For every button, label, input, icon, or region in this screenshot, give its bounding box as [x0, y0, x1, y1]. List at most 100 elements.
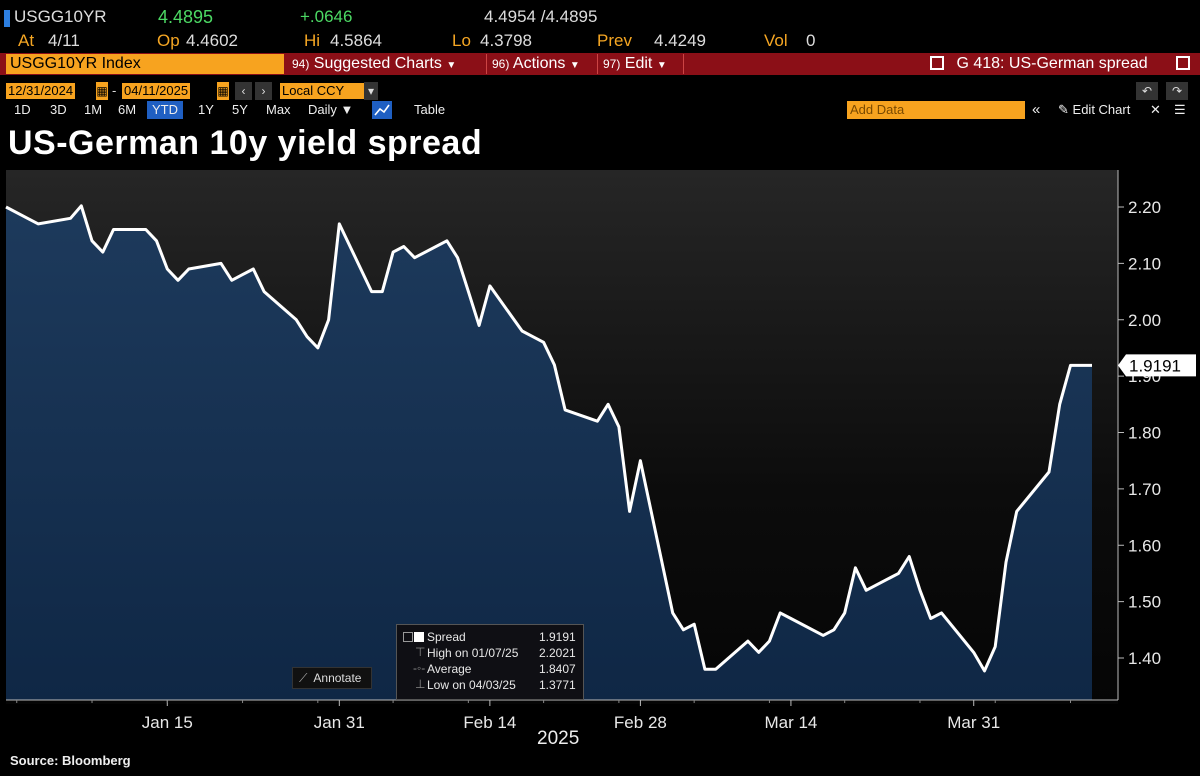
low-marker-icon: ⊥: [415, 677, 426, 691]
high-value: 4.5864: [330, 31, 382, 50]
y-tick-label: 1.80: [1128, 424, 1161, 443]
low-value: 1.3771: [539, 678, 576, 692]
menu-label: Suggested Charts: [313, 55, 442, 72]
last-value-badge: 1.9191: [1118, 354, 1196, 377]
caret-down-icon: ▼: [569, 60, 580, 71]
x-tick-label: Mar 31: [947, 713, 1000, 732]
range-button-6m[interactable]: 6M: [118, 102, 137, 117]
frequency-select[interactable]: Daily ▼: [308, 102, 354, 117]
low-value: 4.3798: [480, 31, 532, 50]
edit-chart-button[interactable]: ✎ Edit Chart: [1058, 101, 1130, 119]
series-tooltip: Spread 1.9191 ⊤ High on 01/07/25 2.2021 …: [396, 624, 584, 700]
y-tick-label: 1.50: [1128, 593, 1161, 612]
add-data-input[interactable]: Add Data: [847, 101, 1025, 119]
calendar-icon[interactable]: ▦: [96, 82, 108, 100]
calendar-icon[interactable]: ▦: [217, 82, 229, 100]
suggested-charts-menu[interactable]: 94) Suggested Charts ▼: [292, 54, 456, 74]
vol-value: 0: [806, 31, 816, 50]
y-tick-label: 2.20: [1128, 198, 1161, 217]
x-tick-label: Jan 31: [314, 713, 365, 732]
last-price: 4.4895: [158, 7, 214, 27]
close-icon[interactable]: ✕: [1150, 102, 1161, 117]
pencil-icon: ⟋: [299, 671, 308, 685]
range-button-5y[interactable]: 5Y: [232, 102, 248, 117]
line-chart-icon: [374, 104, 390, 116]
range-button-1m[interactable]: 1M: [84, 102, 103, 117]
line-chart-icon[interactable]: [372, 101, 392, 119]
collapse-toggle-icon[interactable]: [403, 632, 413, 642]
date-dash: -: [112, 83, 117, 98]
menu-label: Actions: [512, 55, 566, 72]
low-label: Low on 04/03/25: [427, 678, 516, 692]
annotate-button[interactable]: ⟋ Annotate: [292, 667, 372, 689]
next-period-button[interactable]: ›: [255, 82, 272, 100]
caret-down-icon: ▼: [656, 60, 667, 71]
high-label: High on 01/07/25: [427, 646, 519, 660]
menu-divider: [597, 54, 598, 74]
at-value: 4/11: [48, 31, 80, 50]
menu-number: 96): [492, 57, 510, 71]
function-link[interactable]: G 418: US-German spread: [930, 54, 1148, 74]
average-label: Average: [427, 662, 472, 676]
fullscreen-icon[interactable]: [1176, 56, 1190, 70]
end-date-field[interactable]: 04/11/2025: [122, 83, 191, 99]
y-tick-label: 2.00: [1128, 311, 1161, 330]
table-button[interactable]: Table: [414, 102, 446, 117]
net-change: +.0646: [300, 7, 353, 26]
menu-number: 94): [292, 57, 310, 71]
range-button-max[interactable]: Max: [266, 102, 291, 117]
x-tick-label: Mar 14: [764, 713, 817, 732]
annotate-label: Annotate: [313, 671, 362, 685]
ticker: USGG10YR: [14, 7, 107, 26]
x-tick-label: Feb 28: [614, 713, 667, 732]
last-value-label: 1.9191: [1129, 356, 1181, 375]
quote-row-1: USGG10YR 4.4895 +.0646 4.4954 /4.4895: [0, 4, 1200, 28]
edit-chart-label: Edit Chart: [1072, 102, 1131, 117]
range-button-3d[interactable]: 3D: [50, 102, 67, 117]
actions-menu[interactable]: 96) Actions ▼: [492, 54, 580, 74]
bid-ask: 4.4954 /4.4895: [484, 7, 598, 26]
caret-down-icon: ▼: [446, 60, 457, 71]
function-label: G 418: US-German spread: [956, 55, 1148, 72]
caret-down-icon[interactable]: ▾: [364, 82, 378, 100]
collapse-icon[interactable]: «: [1032, 101, 1041, 118]
spread-area: [6, 205, 1092, 701]
pencil-icon: ✎: [1058, 102, 1069, 117]
y-tick-label: 2.10: [1128, 254, 1161, 273]
currency-select[interactable]: Local CCY: [280, 83, 366, 99]
high-marker-icon: ⊤: [415, 645, 426, 659]
x-axis-label: 2025: [537, 728, 580, 749]
menu-bar: [0, 53, 1200, 75]
average-marker-icon: -◦-: [413, 661, 426, 675]
chart-title: US-German 10y yield spread: [8, 124, 483, 162]
start-date-field[interactable]: 12/31/2024: [6, 83, 76, 99]
spread-line: [5, 204, 1092, 673]
external-link-icon: [930, 56, 944, 70]
undo-icon[interactable]: ↶: [1136, 82, 1158, 100]
high-value: 2.2021: [539, 646, 576, 660]
security-field[interactable]: USGG10YR Index: [6, 54, 284, 74]
source-note: Source: Bloomberg: [10, 753, 131, 768]
vol-label: Vol: [764, 31, 788, 50]
menu-icon[interactable]: ☰: [1174, 102, 1186, 117]
range-button-1y[interactable]: 1Y: [198, 102, 214, 117]
quote-row-2: At 4/11 Op 4.4602 Hi 4.5864 Lo 4.3798 Pr…: [0, 28, 1200, 52]
prev-period-button[interactable]: ‹: [235, 82, 252, 100]
range-button-ytd[interactable]: YTD: [147, 101, 183, 119]
y-tick-label: 1.60: [1128, 536, 1161, 555]
x-tick-label: Jan 15: [142, 713, 193, 732]
series-name: Spread: [427, 630, 466, 644]
prev-label: Prev: [597, 31, 632, 50]
average-value: 1.8407: [539, 662, 576, 676]
redo-icon[interactable]: ↷: [1166, 82, 1188, 100]
ticker-marker: [4, 10, 10, 27]
open-label: Op: [157, 31, 180, 50]
menu-divider: [486, 54, 487, 74]
edit-menu[interactable]: 97) Edit ▼: [603, 54, 667, 74]
open-value: 4.4602: [186, 31, 238, 50]
range-button-1d[interactable]: 1D: [14, 102, 31, 117]
menu-label: Edit: [624, 55, 653, 72]
series-swatch-icon: [414, 632, 424, 642]
y-tick-label: 1.70: [1128, 480, 1161, 499]
low-label: Lo: [452, 31, 471, 50]
